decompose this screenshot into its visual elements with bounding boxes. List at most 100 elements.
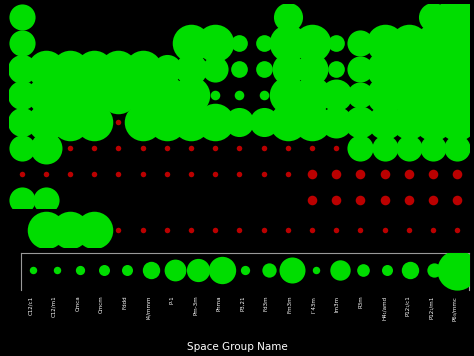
Point <box>260 227 267 233</box>
Point <box>332 119 340 125</box>
Point <box>356 145 364 151</box>
Point <box>236 40 243 46</box>
Point <box>163 171 171 177</box>
Point <box>312 267 320 272</box>
Point <box>171 267 178 272</box>
Point <box>405 171 412 177</box>
Point <box>407 267 414 272</box>
Point <box>66 171 74 177</box>
Point <box>66 119 74 125</box>
Point <box>405 145 412 151</box>
Point <box>265 267 273 272</box>
Point <box>187 171 195 177</box>
Point <box>260 40 267 46</box>
Point <box>381 198 388 203</box>
Point <box>356 119 364 125</box>
Point <box>453 119 461 125</box>
Point <box>429 40 437 46</box>
Point <box>284 66 292 72</box>
Point <box>332 227 340 233</box>
Point <box>284 14 292 20</box>
Point <box>405 66 412 72</box>
Point <box>453 171 461 177</box>
Point <box>284 119 292 125</box>
Point <box>383 267 391 272</box>
Point <box>453 93 461 98</box>
Point <box>429 227 437 233</box>
Point <box>163 119 171 125</box>
Point <box>42 145 50 151</box>
Point <box>91 171 98 177</box>
Point <box>18 198 26 203</box>
Point <box>66 93 74 98</box>
Point <box>211 145 219 151</box>
Point <box>211 119 219 125</box>
Point <box>211 227 219 233</box>
Point <box>187 119 195 125</box>
Point <box>18 171 26 177</box>
Text: Space Group Name: Space Group Name <box>187 342 287 352</box>
Point <box>405 198 412 203</box>
Point <box>211 171 219 177</box>
Point <box>453 66 461 72</box>
Point <box>115 171 122 177</box>
Point <box>356 66 364 72</box>
Point <box>308 198 316 203</box>
Point <box>139 145 146 151</box>
Point <box>260 93 267 98</box>
Point <box>194 267 202 272</box>
Point <box>236 227 243 233</box>
Point <box>284 145 292 151</box>
Point <box>76 267 84 272</box>
Point <box>163 145 171 151</box>
Point <box>115 227 122 233</box>
Point <box>260 171 267 177</box>
Point <box>139 171 146 177</box>
Point <box>29 267 37 272</box>
Point <box>356 93 364 98</box>
Point <box>115 93 122 98</box>
Point <box>332 40 340 46</box>
Point <box>308 93 316 98</box>
Point <box>187 66 195 72</box>
Point <box>381 145 388 151</box>
Point <box>241 267 249 272</box>
Point <box>454 267 461 272</box>
Point <box>429 66 437 72</box>
Point <box>42 227 50 233</box>
Point <box>429 119 437 125</box>
Point <box>308 145 316 151</box>
Point <box>260 145 267 151</box>
Point <box>429 14 437 20</box>
Point <box>429 198 437 203</box>
Point <box>147 267 155 272</box>
Point <box>91 66 98 72</box>
Point <box>430 267 438 272</box>
Point <box>163 93 171 98</box>
Point <box>381 171 388 177</box>
Point <box>429 93 437 98</box>
Point <box>163 227 171 233</box>
Point <box>284 171 292 177</box>
Point <box>124 267 131 272</box>
Point <box>453 198 461 203</box>
Point <box>332 198 340 203</box>
Point <box>187 145 195 151</box>
Point <box>211 66 219 72</box>
Point <box>308 171 316 177</box>
Point <box>115 145 122 151</box>
Point <box>115 119 122 125</box>
Point <box>42 198 50 203</box>
Point <box>236 66 243 72</box>
Point <box>284 227 292 233</box>
Point <box>381 66 388 72</box>
Point <box>260 66 267 72</box>
Point <box>336 267 343 272</box>
Point <box>139 66 146 72</box>
Point <box>405 119 412 125</box>
Point <box>356 171 364 177</box>
Point <box>18 119 26 125</box>
Point <box>284 93 292 98</box>
Point <box>139 227 146 233</box>
Point <box>453 14 461 20</box>
